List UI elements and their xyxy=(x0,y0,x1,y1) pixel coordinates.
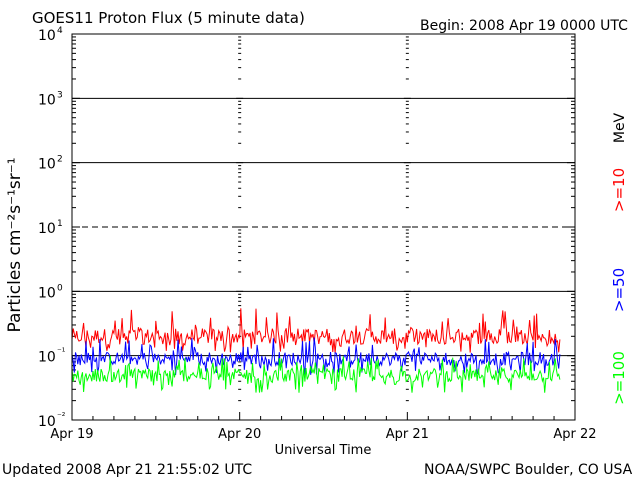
y-tick-base: 10 xyxy=(38,28,56,44)
y-tick-base: 10 xyxy=(38,92,56,108)
series-line-0 xyxy=(71,308,561,353)
begin-date: Begin: 2008 Apr 19 0000 UTC xyxy=(420,18,628,34)
x-tick-label: Apr 21 xyxy=(386,427,429,442)
legend-label-1: >=50 xyxy=(610,268,628,312)
y-tick-exponent: 1 xyxy=(57,219,63,229)
source-credit: NOAA/SWPC Boulder, CO USA xyxy=(424,462,633,478)
y-tick-label: 10 1 xyxy=(38,219,63,237)
y-tick-label: 10 3 xyxy=(38,90,63,108)
x-tick-label: Apr 19 xyxy=(50,427,93,442)
y-tick-label: 10 2 xyxy=(38,155,63,173)
y-tick-exponent: 3 xyxy=(57,90,63,100)
x-tick-labels: Apr 19 Apr 20 Apr 21 Apr 22 xyxy=(50,427,596,442)
x-axis-label: Universal Time xyxy=(275,443,372,458)
y-tick-base: 10 xyxy=(38,414,56,430)
y-axis-label: Particles cm⁻²s⁻¹sr⁻¹ xyxy=(5,157,25,332)
y-tick-exponent: 2 xyxy=(57,155,63,165)
y-tick-base: 10 xyxy=(38,285,56,301)
plot-frame xyxy=(71,33,576,421)
legend-label-2: >=100 xyxy=(610,351,628,405)
y-tick-base: 10 xyxy=(38,157,56,173)
y-tick-exponent: ⁻¹ xyxy=(57,348,66,358)
y-tick-label: 10 4 xyxy=(38,26,63,44)
series-layer xyxy=(71,308,561,393)
y-tick-base: 10 xyxy=(38,350,56,366)
series-line-2 xyxy=(71,355,561,393)
y-tick-label: 10 ⁻² xyxy=(38,412,66,430)
updated-timestamp: Updated 2008 Apr 21 21:55:02 UTC xyxy=(2,462,252,478)
y-tick-label: 10 0 xyxy=(38,283,63,301)
y-tick-exponent: 4 xyxy=(57,26,63,36)
y-tick-label: 10 ⁻¹ xyxy=(38,348,66,366)
x-tick-label: Apr 20 xyxy=(218,427,261,442)
y-tick-exponent: ⁻² xyxy=(57,412,66,422)
x-tick-label: Apr 22 xyxy=(553,427,596,442)
chart-title: GOES11 Proton Flux (5 minute data) xyxy=(32,9,305,27)
legend-unit: MeV xyxy=(612,112,628,143)
y-tick-exponent: 0 xyxy=(57,283,63,293)
legend: MeV >=10 >=50 >=100 xyxy=(610,112,628,404)
legend-label-0: >=10 xyxy=(610,168,628,212)
y-tick-base: 10 xyxy=(38,221,56,237)
